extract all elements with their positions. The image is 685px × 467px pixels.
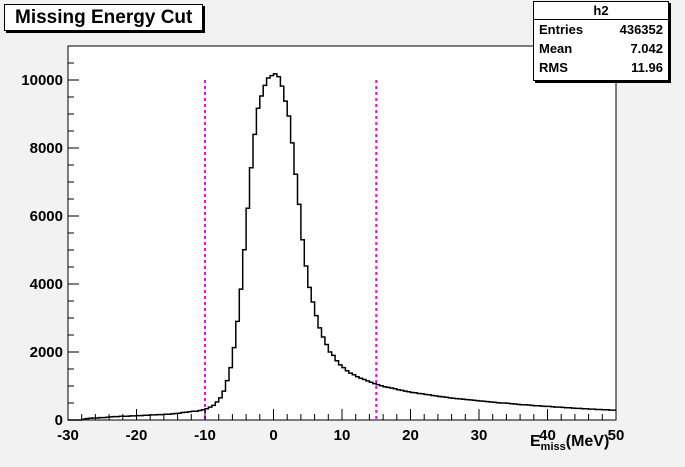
- stats-row-mean: Mean 7.042: [534, 39, 668, 58]
- stats-row-entries: Entries 436352: [534, 20, 668, 39]
- x-tick-label: -30: [57, 427, 79, 444]
- y-tick-label: 10000: [21, 72, 63, 89]
- x-tick-label: -10: [194, 427, 216, 444]
- y-tick-label: 8000: [30, 140, 63, 157]
- plot-area: [67, 45, 617, 421]
- x-axis-title-sub: miss: [540, 441, 566, 454]
- x-tick-label: 30: [471, 427, 488, 444]
- x-tick-label: 0: [269, 427, 277, 444]
- y-tick-label: 0: [55, 412, 63, 429]
- chart-title: Missing Energy Cut: [4, 4, 204, 31]
- histogram-line: [68, 73, 616, 421]
- x-axis-title: Emiss(MeV): [530, 433, 609, 453]
- histogram-name: h2: [534, 2, 668, 20]
- y-tick-label: 6000: [30, 208, 63, 225]
- x-axis-title-unit: (MeV): [565, 433, 610, 450]
- stats-value: 7.042: [630, 41, 663, 56]
- y-tick-label: 2000: [30, 344, 63, 361]
- x-tick-label: 50: [608, 427, 625, 444]
- stats-value: 11.96: [631, 60, 663, 75]
- stats-box: h2 Entries 436352 Mean 7.042 RMS 11.96: [533, 1, 669, 81]
- x-axis-title-main: E: [530, 433, 541, 450]
- stats-label: RMS: [539, 60, 568, 75]
- stats-value: 436352: [619, 22, 663, 37]
- stats-row-rms: RMS 11.96: [534, 58, 668, 77]
- x-tick-label: -20: [126, 427, 148, 444]
- stats-label: Mean: [539, 41, 573, 56]
- y-tick-label: 4000: [30, 276, 63, 293]
- x-tick-label: 40: [539, 427, 556, 444]
- stats-label: Entries: [539, 22, 584, 37]
- x-tick-label: 20: [402, 427, 419, 444]
- x-tick-label: 10: [334, 427, 351, 444]
